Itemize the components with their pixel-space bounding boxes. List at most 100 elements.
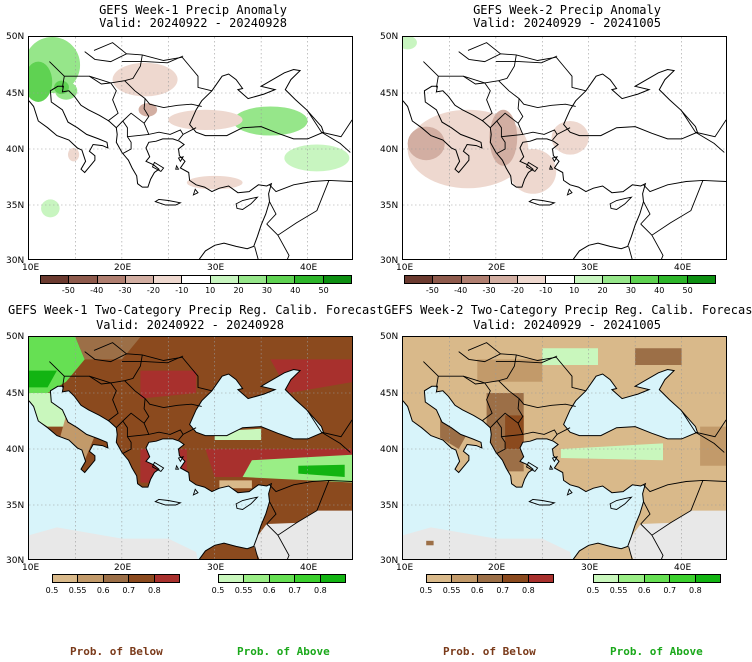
- above-bin: [244, 575, 270, 582]
- lat-label-35n: 35N: [6, 501, 25, 511]
- lon-label-20e: 20E: [114, 563, 132, 573]
- anomaly-bin: [574, 276, 603, 283]
- anomaly-bin: [41, 276, 70, 283]
- anomaly-tick-label: -40: [454, 286, 468, 295]
- anomaly-tick-label: -50: [425, 286, 439, 295]
- anomaly-bin: [238, 276, 268, 283]
- anomaly-bin: [546, 276, 575, 283]
- below-colorbar-week2: [426, 574, 554, 583]
- lat-label-30n: 30N: [6, 556, 25, 566]
- anomaly-tick-label: -10: [539, 286, 553, 295]
- anomaly-tick-label: 20: [597, 286, 608, 295]
- anomaly-tick-label: 50: [682, 286, 693, 295]
- prob-above-label: Prob. of Above: [237, 645, 330, 658]
- anomaly-bin: [154, 276, 183, 283]
- above-tick-label: 0.8: [689, 586, 702, 595]
- lat-label-50n: 50N: [6, 332, 25, 342]
- above-tick-label: 0.55: [609, 586, 628, 595]
- lat-label-50n: 50N: [380, 32, 399, 42]
- graticule: [29, 37, 352, 259]
- map-week2-anomaly: [402, 36, 727, 260]
- panel2-valid: Valid: 20240929 - 20241005: [473, 16, 661, 30]
- lon-label-10e: 10E: [396, 563, 414, 573]
- above-tick-label: 0.7: [288, 586, 302, 595]
- below-tick-label: 0.5: [45, 586, 59, 595]
- country-borders: [49, 42, 352, 259]
- map-week1-anomaly-svg: [29, 37, 352, 259]
- anomaly-bin: [461, 276, 490, 283]
- map-week1-anomaly: [28, 36, 353, 260]
- above-bin: [695, 575, 721, 582]
- lat-label-50n: 50N: [6, 32, 25, 42]
- anomaly-tick-label: 50: [318, 286, 329, 295]
- anomaly-shading: [29, 37, 350, 218]
- below-tick-label: 0.55: [442, 586, 461, 595]
- anomaly-bin: [210, 276, 239, 283]
- panel2-title: GEFS Week-2 Precip Anomaly: [473, 3, 661, 17]
- lat-label-45n: 45N: [380, 89, 399, 99]
- anomaly-tick-label: -40: [90, 286, 104, 295]
- lat-label-45n: 45N: [380, 389, 399, 399]
- lon-label-30e: 30E: [207, 563, 225, 573]
- coastlines: [403, 368, 699, 559]
- below-tick-label: 0.55: [68, 586, 87, 595]
- anomaly-tick-label: -50: [61, 286, 75, 295]
- lat-label-35n: 35N: [6, 201, 25, 211]
- anomaly-tick-label: -30: [482, 286, 496, 295]
- anomaly-tick-label: 30: [261, 286, 272, 295]
- below-tick-label: 0.8: [522, 586, 535, 595]
- panel4-title: GEFS Week-2 Two-Category Precip Reg. Cal…: [384, 303, 752, 317]
- graticule: [403, 37, 726, 259]
- anomaly-colorbar-week1: [40, 275, 352, 284]
- above-tick-label: 0.7: [663, 586, 677, 595]
- lat-label-40n: 40N: [380, 145, 399, 155]
- lon-label-30e: 30E: [581, 563, 599, 573]
- lon-label-40e: 40E: [300, 263, 318, 273]
- below-bin: [103, 575, 130, 582]
- anomaly-tick-label: 20: [233, 286, 244, 295]
- anomaly-tick-label: -30: [118, 286, 132, 295]
- lat-label-40n: 40N: [6, 145, 25, 155]
- coastlines: [29, 68, 325, 259]
- below-bin: [129, 575, 155, 582]
- above-tick-label: 0.55: [234, 586, 253, 595]
- prob-below-label: Prob. of Below: [443, 645, 536, 658]
- below-bin: [78, 575, 104, 582]
- lon-label-10e: 10E: [22, 263, 40, 273]
- anomaly-tick-label: 10: [205, 286, 216, 295]
- lon-label-30e: 30E: [581, 263, 599, 273]
- anomaly-bin: [323, 276, 351, 283]
- anomaly-tick-label: 30: [625, 286, 636, 295]
- panel3-valid: Valid: 20240922 - 20240928: [96, 318, 284, 332]
- above-tick-label: 0.6: [262, 586, 276, 595]
- prob-below-label: Prob. of Below: [70, 645, 163, 658]
- above-tick-label: 0.6: [637, 586, 651, 595]
- above-bin: [269, 575, 296, 582]
- below-tick-label: 0.7: [496, 586, 510, 595]
- anomaly-tick-label: -10: [175, 286, 189, 295]
- above-tick-label: 0.8: [314, 586, 327, 595]
- coastlines: [403, 68, 699, 259]
- lon-label-20e: 20E: [114, 263, 132, 273]
- above-tick-label: 0.5: [211, 586, 225, 595]
- map-week2-anomaly-svg: [403, 37, 726, 259]
- below-tick-label: 0.5: [419, 586, 433, 595]
- anomaly-tick-label: -20: [146, 286, 160, 295]
- lat-label-30n: 30N: [380, 256, 399, 266]
- panel4-valid: Valid: 20240929 - 20241005: [473, 318, 661, 332]
- above-bin: [670, 575, 696, 582]
- country-borders: [423, 42, 726, 259]
- lon-label-30e: 30E: [207, 263, 225, 273]
- anomaly-bin: [69, 276, 98, 283]
- below-tick-label: 0.6: [470, 586, 484, 595]
- above-bin: [219, 575, 245, 582]
- anomaly-tick-label: 40: [290, 286, 301, 295]
- below-bin: [427, 575, 453, 582]
- lat-label-45n: 45N: [6, 389, 25, 399]
- lon-label-10e: 10E: [22, 563, 40, 573]
- lat-label-50n: 50N: [380, 332, 399, 342]
- lon-label-40e: 40E: [300, 563, 318, 573]
- below-colorbar-week1: [52, 574, 180, 583]
- below-bin: [503, 575, 529, 582]
- below-bin: [452, 575, 478, 582]
